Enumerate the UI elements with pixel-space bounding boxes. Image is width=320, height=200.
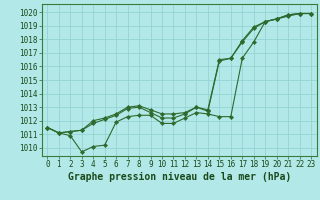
X-axis label: Graphe pression niveau de la mer (hPa): Graphe pression niveau de la mer (hPa) xyxy=(68,172,291,182)
